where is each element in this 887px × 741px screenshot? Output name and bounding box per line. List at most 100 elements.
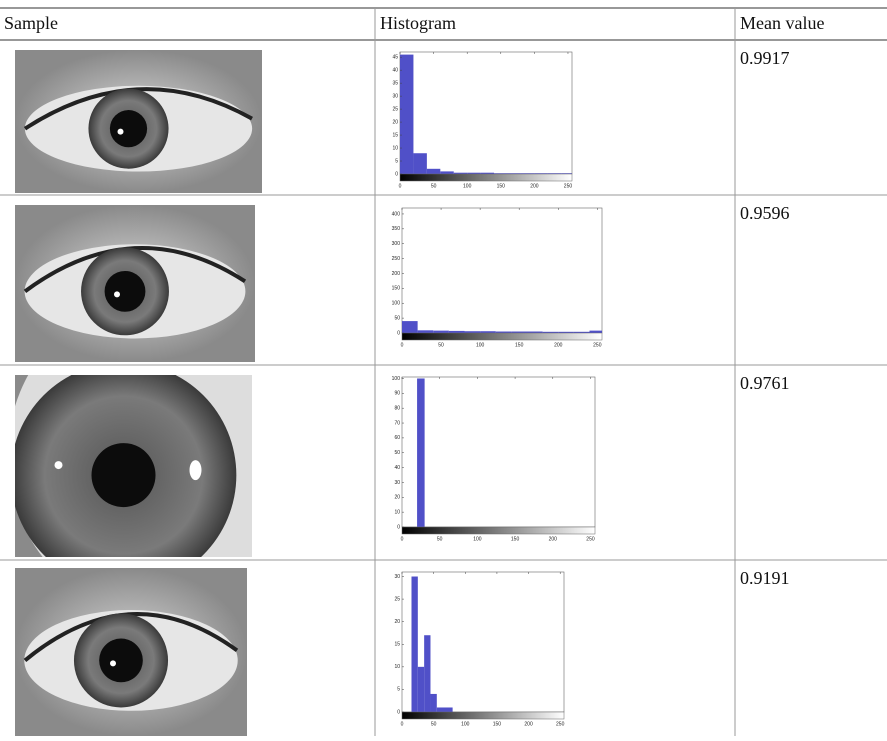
- x-tick-label: 100: [461, 721, 470, 727]
- mean-value: 0.9191: [740, 568, 790, 588]
- glint: [118, 129, 124, 135]
- histogram-bar: [400, 55, 413, 174]
- histogram-bar: [411, 577, 417, 712]
- glint: [110, 660, 116, 666]
- y-tick-label: 50: [394, 450, 400, 456]
- histogram-bar: [413, 153, 426, 174]
- y-tick-label: 25: [392, 106, 398, 112]
- histogram-bar: [440, 171, 453, 174]
- y-tick-label: 20: [392, 119, 398, 125]
- y-tick-label: 20: [394, 495, 400, 501]
- colorbar: [402, 527, 595, 534]
- glint: [114, 291, 120, 297]
- y-tick-label: 50: [394, 315, 400, 321]
- histogram-bar: [590, 331, 603, 333]
- eye: [15, 50, 262, 193]
- y-tick-label: 80: [394, 406, 400, 412]
- x-tick-label: 250: [564, 183, 573, 189]
- y-tick-label: 200: [392, 271, 401, 277]
- y-tick-label: 0: [397, 330, 400, 336]
- x-tick-label: 200: [549, 536, 558, 542]
- x-tick-label: 200: [524, 721, 533, 727]
- x-tick-label: 250: [593, 342, 602, 348]
- y-tick-label: 10: [394, 664, 400, 670]
- y-tick-label: 100: [392, 376, 401, 382]
- x-tick-label: 100: [473, 536, 482, 542]
- y-tick-label: 40: [394, 465, 400, 471]
- histogram-bar: [449, 331, 465, 333]
- pupil: [110, 110, 147, 147]
- histogram-bar: [424, 635, 430, 712]
- plot-area: [402, 377, 595, 527]
- histogram-bar: [418, 330, 434, 333]
- y-tick-label: 100: [392, 301, 401, 307]
- y-tick-label: 25: [394, 596, 400, 602]
- x-tick-label: 0: [401, 536, 404, 542]
- y-tick-label: 0: [395, 171, 398, 177]
- sample-image: [15, 205, 255, 362]
- y-tick-label: 10: [394, 509, 400, 515]
- y-tick-label: 40: [392, 67, 398, 73]
- x-tick-label: 250: [556, 721, 565, 727]
- mean-value: 0.9917: [740, 48, 790, 68]
- header-cell: Mean value: [740, 13, 824, 33]
- eye: [15, 205, 255, 362]
- pupil: [105, 271, 146, 312]
- y-tick-label: 90: [394, 391, 400, 397]
- x-tick-label: 200: [530, 183, 539, 189]
- colorbar: [402, 333, 602, 340]
- pupil: [99, 639, 143, 683]
- x-tick-label: 150: [493, 721, 502, 727]
- y-tick-label: 15: [392, 132, 398, 138]
- y-tick-label: 15: [394, 642, 400, 648]
- y-tick-label: 5: [397, 687, 400, 693]
- mean-value: 0.9596: [740, 203, 790, 223]
- histogram-bar: [480, 331, 496, 333]
- x-tick-label: 0: [401, 721, 404, 727]
- histogram-bar: [437, 707, 453, 712]
- y-tick-label: 300: [392, 241, 401, 247]
- y-tick-label: 5: [395, 158, 398, 164]
- histogram-bar: [417, 378, 425, 527]
- y-tick-label: 20: [394, 619, 400, 625]
- x-tick-label: 150: [511, 536, 520, 542]
- plot-area: [402, 208, 602, 333]
- header-cell: Histogram: [380, 13, 456, 33]
- y-tick-label: 60: [394, 435, 400, 441]
- y-tick-label: 0: [397, 709, 400, 715]
- histogram-bar: [433, 331, 449, 333]
- colorbar: [402, 712, 564, 719]
- x-tick-label: 50: [431, 183, 437, 189]
- eye: [15, 568, 247, 736]
- y-tick-label: 45: [392, 55, 398, 61]
- y-tick-label: 35: [392, 80, 398, 86]
- x-tick-label: 250: [586, 536, 595, 542]
- histogram-bar: [402, 321, 418, 333]
- y-tick-label: 70: [394, 420, 400, 426]
- x-tick-label: 50: [437, 536, 443, 542]
- histogram-bar: [418, 667, 424, 712]
- sample-image: [15, 568, 247, 736]
- x-tick-label: 100: [463, 183, 472, 189]
- x-tick-label: 150: [515, 342, 524, 348]
- header-cell: Sample: [4, 13, 58, 33]
- x-tick-label: 50: [438, 342, 444, 348]
- x-tick-label: 200: [554, 342, 563, 348]
- histogram-bar: [430, 694, 436, 712]
- y-tick-label: 30: [394, 480, 400, 486]
- colorbar: [400, 174, 572, 181]
- x-tick-label: 50: [431, 721, 437, 727]
- x-tick-label: 150: [497, 183, 506, 189]
- table: Sample Histogram Mean value 0.9917 0 5 10 15…: [0, 0, 887, 736]
- pupil: [92, 443, 156, 507]
- y-tick-label: 150: [392, 286, 401, 292]
- y-tick-label: 0: [397, 524, 400, 530]
- y-tick-label: 10: [392, 145, 398, 151]
- sample-image: [15, 50, 262, 193]
- mean-value: 0.9761: [740, 373, 790, 393]
- x-tick-label: 0: [399, 183, 402, 189]
- x-tick-label: 0: [401, 342, 404, 348]
- histogram-bar: [465, 331, 481, 333]
- x-tick-label: 100: [476, 342, 485, 348]
- y-tick-label: 350: [392, 226, 401, 232]
